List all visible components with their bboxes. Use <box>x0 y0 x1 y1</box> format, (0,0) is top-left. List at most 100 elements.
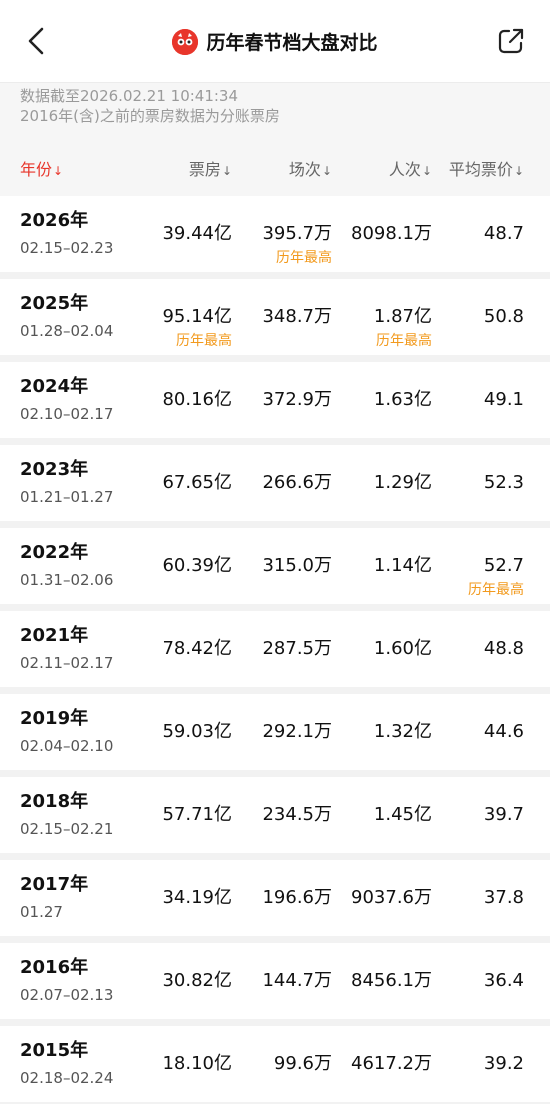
year-cell: 2018年 02.15–02.21 <box>0 790 140 840</box>
audience-cell: 8456.1万 <box>332 969 432 993</box>
avg-price-cell: 44.6 <box>432 720 524 744</box>
year-cell: 2024年 02.10–02.17 <box>0 375 140 425</box>
sort-audience-header[interactable]: 人次↓ <box>332 156 432 180</box>
sort-sessions-header[interactable]: 场次↓ <box>232 156 332 180</box>
year-cell: 2019年 02.04–02.10 <box>0 707 140 757</box>
avg-price-cell: 50.8 <box>432 305 524 329</box>
box-office-cell: 60.39亿 <box>140 554 232 578</box>
chevron-left-icon[interactable] <box>22 26 50 56</box>
box-office-value: 59.03亿 <box>162 721 232 742</box>
sessions-cell: 99.6万 <box>232 1052 332 1076</box>
avg-price-value: 49.1 <box>483 389 524 410</box>
box-office-cell: 34.19亿 <box>140 886 232 910</box>
record-badge: 历年最高 <box>468 582 524 598</box>
table-row[interactable]: 2015年 02.18–02.24 18.10亿 99.6万 4617.2万 39.2 <box>0 1026 550 1102</box>
year-label: 2017年 <box>20 874 89 895</box>
year-label: 2025年 <box>20 293 89 314</box>
audience-cell: 1.63亿 <box>332 388 432 412</box>
avg-price-value: 50.8 <box>483 306 524 327</box>
table-row[interactable]: 2016年 02.07–02.13 30.82亿 144.7万 8456.1万 36.4 <box>0 943 550 1019</box>
date-range: 02.10–02.17 <box>20 405 114 423</box>
avg-price-cell: 39.7 <box>432 803 524 827</box>
sessions-cell: 315.0万 <box>232 554 332 578</box>
date-range: 02.15–02.21 <box>20 820 114 838</box>
avg-price-cell: 48.8 <box>432 637 524 661</box>
sort-year-header[interactable]: 年份↓ <box>0 156 140 180</box>
box-office-cell: 95.14亿历年最高 <box>140 305 232 349</box>
sessions-cell: 234.5万 <box>232 803 332 827</box>
sessions-value: 348.7万 <box>262 306 332 327</box>
audience-cell: 4617.2万 <box>332 1052 432 1076</box>
year-cell: 2022年 01.31–02.06 <box>0 541 140 591</box>
audience-cell: 1.45亿 <box>332 803 432 827</box>
table-row[interactable]: 2023年 01.21–01.27 67.65亿 266.6万 1.29亿 52.3 <box>0 445 550 521</box>
audience-value: 1.45亿 <box>373 804 432 825</box>
year-label: 2021年 <box>20 625 89 646</box>
avg-price-cell: 37.8 <box>432 886 524 910</box>
header-audience-label: 人次 <box>388 160 421 179</box>
sort-avg-price-header[interactable]: 平均票价↓ <box>432 156 524 180</box>
year-cell: 2017年 01.27 <box>0 873 140 923</box>
table-row[interactable]: 2019年 02.04–02.10 59.03亿 292.1万 1.32亿 44.6 <box>0 694 550 770</box>
sessions-value: 292.1万 <box>262 721 332 742</box>
data-timestamp: 数据截至2026.02.21 10:41:34 <box>20 87 239 105</box>
sessions-cell: 292.1万 <box>232 720 332 744</box>
audience-cell: 1.87亿 历年最高 <box>332 305 432 349</box>
audience-cell: 1.14亿 <box>332 554 432 578</box>
table-row[interactable]: 2025年 01.28–02.04 95.14亿历年最高 348.7万 1.87亿 历年最… <box>0 279 550 355</box>
table-row[interactable]: 2026年 02.15–02.23 39.44亿 395.7万 历年最高 8098.1万 4… <box>0 196 550 272</box>
sessions-value: 315.0万 <box>262 555 332 576</box>
table-body: 2026年 02.15–02.23 39.44亿 395.7万 历年最高 8098.1万 4… <box>0 196 550 1102</box>
page-title: 历年春节档大盘对比 <box>206 32 378 54</box>
year-label: 2023年 <box>20 459 89 480</box>
record-badge: 历年最高 <box>276 250 332 266</box>
sort-arrow-icon: ↓ <box>513 164 524 178</box>
table-row[interactable]: 2018年 02.15–02.21 57.71亿 234.5万 1.45亿 39.7 <box>0 777 550 853</box>
sessions-cell: 196.6万 <box>232 886 332 910</box>
avg-price-value: 48.8 <box>483 638 524 659</box>
box-office-value: 30.82亿 <box>162 970 232 991</box>
record-badge: 历年最高 <box>376 333 432 349</box>
sort-box-header[interactable]: 票房↓ <box>140 156 232 180</box>
box-office-cell: 67.65亿 <box>140 471 232 495</box>
year-cell: 2023年 01.21–01.27 <box>0 458 140 508</box>
box-office-value: 57.71亿 <box>162 804 232 825</box>
header-sessions-label: 场次 <box>288 160 321 179</box>
audience-value: 1.63亿 <box>373 389 432 410</box>
table-row[interactable]: 2022年 01.31–02.06 60.39亿 315.0万 1.14亿 52.7 历年最… <box>0 528 550 604</box>
year-cell: 2015年 02.18–02.24 <box>0 1039 140 1089</box>
sort-arrow-icon: ↓ <box>53 164 64 178</box>
year-label: 2019年 <box>20 708 89 729</box>
sessions-cell: 395.7万 历年最高 <box>232 222 332 266</box>
year-label: 2015年 <box>20 1040 89 1061</box>
date-range: 02.07–02.13 <box>20 986 114 1004</box>
date-range: 01.21–01.27 <box>20 488 114 506</box>
date-range: 02.18–02.24 <box>20 1069 114 1087</box>
table-row[interactable]: 2024年 02.10–02.17 80.16亿 372.9万 1.63亿 49.1 <box>0 362 550 438</box>
audience-value: 1.14亿 <box>373 555 432 576</box>
audience-value: 4617.2万 <box>351 1053 432 1074</box>
data-notes: 数据截至2026.02.21 10:41:34 2016年(含)之前的票房数据为… <box>0 83 550 140</box>
box-office-cell: 59.03亿 <box>140 720 232 744</box>
share-icon[interactable] <box>496 26 526 56</box>
box-office-cell: 18.10亿 <box>140 1052 232 1076</box>
avg-price-cell: 49.1 <box>432 388 524 412</box>
table-row[interactable]: 2017年 01.27 34.19亿 196.6万 9037.6万 37.8 <box>0 860 550 936</box>
date-range: 01.28–02.04 <box>20 322 114 340</box>
avg-price-cell: 39.2 <box>432 1052 524 1076</box>
year-cell: 2016年 02.07–02.13 <box>0 956 140 1006</box>
year-label: 2024年 <box>20 376 89 397</box>
title-group: 历年春节档大盘对比 <box>0 28 550 55</box>
record-badge: 历年最高 <box>176 333 232 349</box>
year-cell: 2026年 02.15–02.23 <box>0 209 140 259</box>
box-office-value: 95.14亿 <box>162 306 232 327</box>
year-label: 2016年 <box>20 957 89 978</box>
table-row[interactable]: 2021年 02.11–02.17 78.42亿 287.5万 1.60亿 48.8 <box>0 611 550 687</box>
box-office-value: 80.16亿 <box>162 389 232 410</box>
year-cell: 2021年 02.11–02.17 <box>0 624 140 674</box>
sessions-value: 144.7万 <box>262 970 332 991</box>
date-range: 01.31–02.06 <box>20 571 114 589</box>
audience-value: 1.60亿 <box>373 638 432 659</box>
box-office-cell: 57.71亿 <box>140 803 232 827</box>
box-office-note: 2016年(含)之前的票房数据为分账票房 <box>20 107 280 125</box>
